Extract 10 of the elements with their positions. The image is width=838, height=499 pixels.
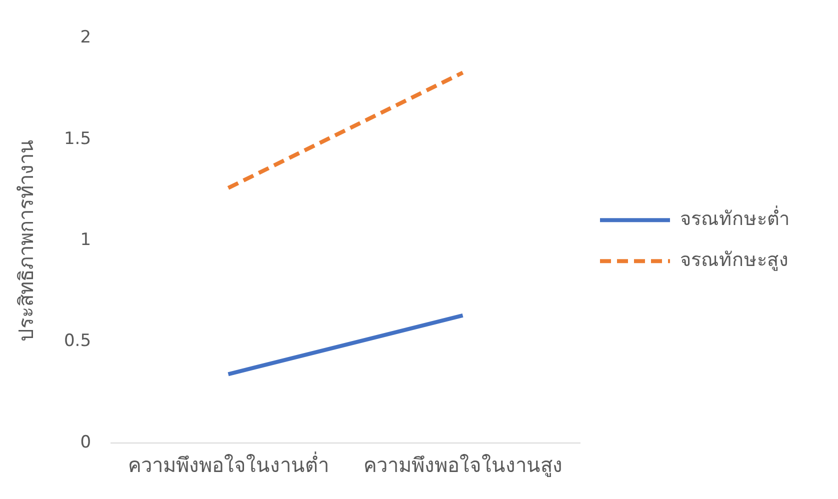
y-tick-label: 0.5: [64, 331, 92, 352]
legend-label: จรณทักษะต่ำ: [680, 205, 790, 230]
y-tick-label: 1: [80, 230, 92, 250]
legend-label: จรณทักษะสูง: [680, 249, 788, 272]
x-tick-label: ความพึงพอใจในงานต่ำ: [128, 451, 329, 478]
x-tick-label: ความพึงพอใจในงานสูง: [363, 453, 562, 478]
y-tick-label: 0: [80, 432, 92, 452]
y-axis-title: ประสิทธิภาพการทำงาน: [14, 140, 38, 342]
y-tick-label: 2: [80, 28, 92, 48]
y-tick-label: 1.5: [64, 128, 92, 149]
